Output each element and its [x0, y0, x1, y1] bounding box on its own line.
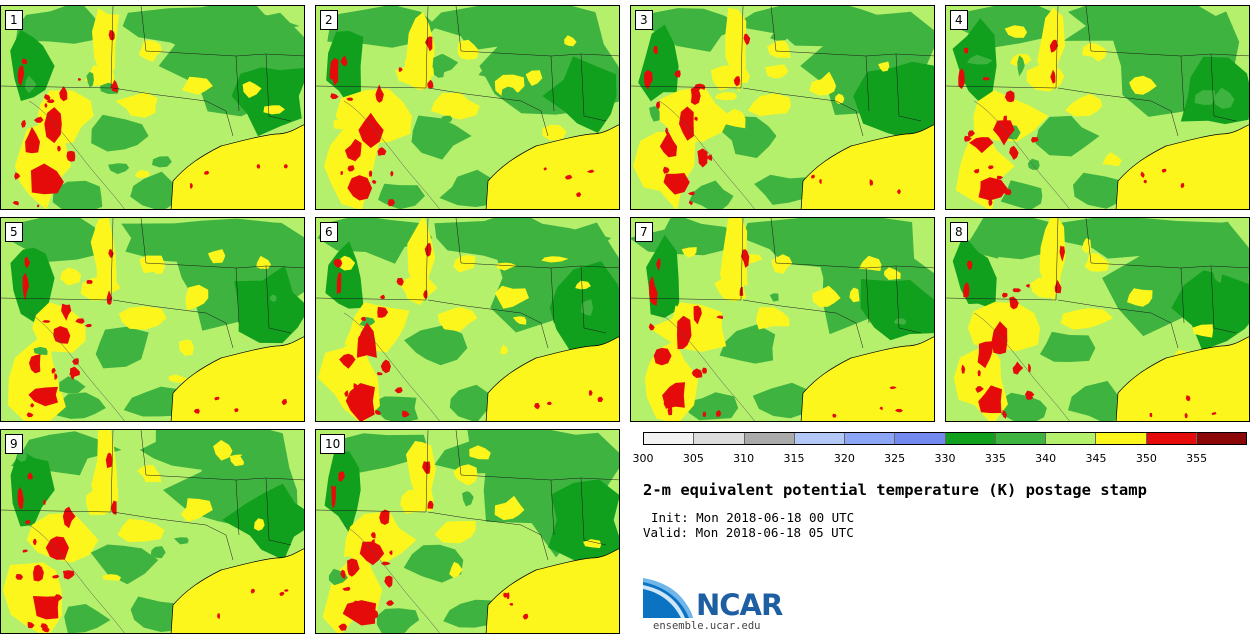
map-field	[316, 6, 619, 209]
map-field	[316, 430, 619, 633]
colorbar-segment	[1046, 433, 1097, 444]
map-field	[1, 430, 304, 633]
member-panel: 9	[0, 429, 305, 634]
colorbar-segment	[1096, 433, 1147, 444]
member-panel: 10	[315, 429, 620, 634]
colorbar-tick-label: 320	[833, 452, 855, 465]
member-number: 4	[950, 10, 968, 30]
colorbar-segment	[744, 433, 795, 444]
map-field	[946, 218, 1249, 421]
colorbar-segment	[1196, 433, 1246, 444]
colorbar-tick-label: 300	[632, 452, 654, 465]
member-number: 10	[320, 434, 346, 454]
member-panel: 6	[315, 217, 620, 422]
member-number: 2	[320, 10, 338, 30]
member-number: 9	[5, 434, 23, 454]
colorbar-tick-label: 355	[1186, 452, 1208, 465]
colorbar-segment	[644, 433, 695, 444]
valid-time: Valid: Mon 2018-06-18 05 UTC	[643, 525, 854, 540]
map-field	[631, 6, 934, 209]
map-field	[316, 218, 619, 421]
map-field	[1, 218, 304, 421]
logo-url: ensemble.ucar.edu	[653, 620, 761, 632]
map-field	[631, 218, 934, 421]
colorbar-segment	[895, 433, 946, 444]
member-number: 8	[950, 222, 968, 242]
colorbar-segment	[945, 433, 996, 444]
colorbar-tick-label: 310	[733, 452, 755, 465]
colorbar-tick-label: 335	[984, 452, 1006, 465]
colorbar-tick-label: 305	[682, 452, 704, 465]
colorbar-tick-label: 330	[934, 452, 956, 465]
member-panel: 8	[945, 217, 1250, 422]
colorbar-segment	[794, 433, 845, 444]
member-panel: 7	[630, 217, 935, 422]
init-time: Init: Mon 2018-06-18 00 UTC	[651, 510, 855, 525]
member-panel: 1	[0, 5, 305, 210]
ncar-logo-icon	[643, 578, 693, 618]
member-panel: 2	[315, 5, 620, 210]
colorbar-tick-label: 325	[884, 452, 906, 465]
colorbar-segment	[694, 433, 745, 444]
colorbar-segment	[845, 433, 896, 444]
colorbar-segment	[1146, 433, 1197, 444]
colorbar-segment	[995, 433, 1046, 444]
colorbar-tick-label: 340	[1035, 452, 1057, 465]
map-field	[1, 6, 304, 209]
colorbar-tick-label: 315	[783, 452, 805, 465]
chart-title: 2-m equivalent potential temperature (K)…	[643, 481, 1147, 499]
member-number: 5	[5, 222, 23, 242]
member-panel: 3	[630, 5, 935, 210]
logo-text: NCAR	[696, 588, 783, 622]
member-number: 1	[5, 10, 23, 30]
map-field	[946, 6, 1249, 209]
colorbar	[643, 432, 1247, 445]
colorbar-tick-label: 345	[1085, 452, 1107, 465]
member-number: 3	[635, 10, 653, 30]
member-number: 6	[320, 222, 338, 242]
member-panel: 4	[945, 5, 1250, 210]
member-panel: 5	[0, 217, 305, 422]
member-number: 7	[635, 222, 653, 242]
colorbar-tick-label: 350	[1135, 452, 1157, 465]
